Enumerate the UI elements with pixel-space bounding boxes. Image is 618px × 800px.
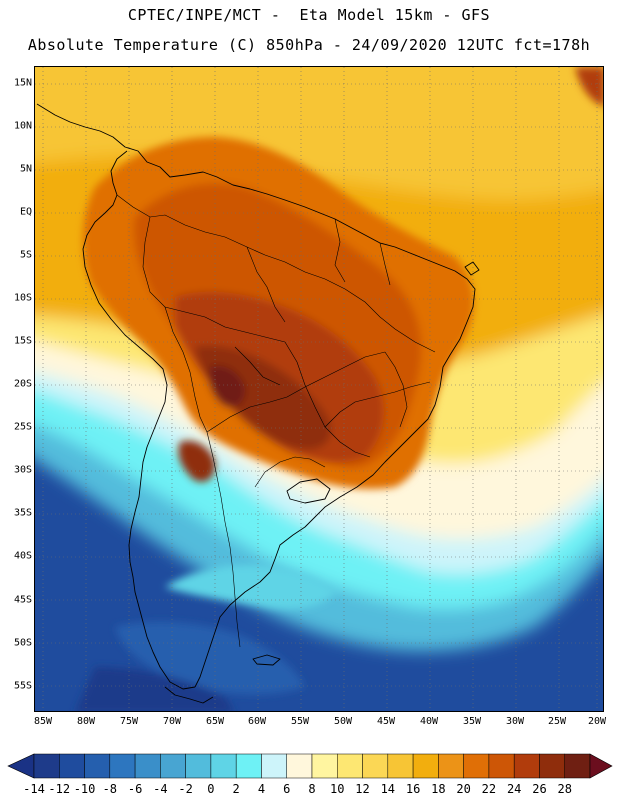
colorbar-label: 28 <box>557 782 572 796</box>
colorbar-cell <box>286 753 313 779</box>
colorbar-cell <box>337 753 363 779</box>
colorbar-label: -6 <box>127 782 143 796</box>
colorbar-low-arrow <box>7 753 35 779</box>
colorbar-label: 20 <box>456 782 471 796</box>
colorbar-cell <box>109 753 136 779</box>
lon-label: 85W <box>33 716 53 727</box>
colorbar-label: -12 <box>48 782 71 796</box>
colorbar-label: 16 <box>405 782 421 796</box>
colorbar-label: -4 <box>153 782 168 796</box>
lon-label: 40W <box>419 716 439 727</box>
colorbar-label: 2 <box>232 782 240 796</box>
colorbar-cell <box>84 753 111 779</box>
colorbar-label: 6 <box>283 782 291 796</box>
colorbar-label: 0 <box>207 782 215 796</box>
lon-label: 25W <box>547 716 567 727</box>
lon-label: 75W <box>119 716 139 727</box>
colorbar-cell <box>362 753 389 779</box>
lon-label: 30W <box>505 716 525 727</box>
colorbar-label: 10 <box>330 782 345 796</box>
title-line-2: Absolute Temperature (C) 850hPa - 24/09/… <box>27 36 591 54</box>
map-canvas <box>35 67 603 711</box>
colorbar-cell <box>160 753 186 779</box>
lat-label: 40S <box>13 550 32 562</box>
colorbar-cell <box>33 753 60 779</box>
colorbar-cell <box>513 753 540 779</box>
lat-label: 20S <box>13 378 32 390</box>
colorbar-cell <box>463 753 490 779</box>
colorbar-label: 18 <box>431 782 446 796</box>
lat-label: 25S <box>13 421 32 433</box>
colorbar-cell <box>539 753 565 779</box>
lat-label: 5N <box>19 163 32 175</box>
colorbar-cell <box>261 753 287 779</box>
temperature-field <box>35 67 603 711</box>
lat-label: 15S <box>13 335 32 347</box>
colorbar-label: 14 <box>380 782 396 796</box>
colorbar-cell <box>235 753 262 779</box>
color-scale-bar <box>7 753 613 779</box>
colorbar-cell <box>387 753 414 779</box>
colorbar-cell <box>59 753 85 779</box>
lat-label: 15N <box>13 77 32 89</box>
lat-label: 55S <box>13 680 32 692</box>
lat-label: 30S <box>13 464 32 476</box>
lon-label: 35W <box>462 716 482 727</box>
colorbar-cell <box>564 753 591 779</box>
colorbar-label: 24 <box>506 782 522 796</box>
colorbar-label: -10 <box>73 782 96 796</box>
colorbar-label: -2 <box>178 782 193 796</box>
colorbar-label: 4 <box>257 782 266 796</box>
colorbar-high-arrow <box>589 753 613 779</box>
lat-label: EQ <box>19 206 32 218</box>
lat-label: 50S <box>13 637 32 649</box>
lon-label: 55W <box>290 716 310 727</box>
colorbar-cell <box>134 753 161 779</box>
colorbar-cell <box>311 753 338 779</box>
lon-label: 20W <box>587 716 607 727</box>
colorbar-cell <box>210 753 237 779</box>
colorbar-cell <box>488 753 515 779</box>
lat-label: 45S <box>13 594 32 606</box>
lat-label: 5S <box>19 249 32 261</box>
colorbar-cell <box>412 753 439 779</box>
temperature-map <box>34 66 604 712</box>
colorbar-label: -14 <box>23 782 45 796</box>
colorbar-label: 12 <box>355 782 370 796</box>
lat-label: 10N <box>13 120 32 132</box>
coastline <box>36 103 480 704</box>
lat-label: 10S <box>13 292 32 304</box>
colorbar-label: 8 <box>308 782 316 796</box>
lon-label: 65W <box>205 716 225 727</box>
colorbar-label: 26 <box>532 782 547 796</box>
lon-label: 50W <box>333 716 353 727</box>
colorbar-label: -8 <box>102 782 118 796</box>
lon-label: 70W <box>162 716 182 727</box>
lon-label: 45W <box>376 716 396 727</box>
colorbar-label: 22 <box>481 782 497 796</box>
colorbar-cell <box>185 753 212 779</box>
country-borders <box>116 194 436 648</box>
title-line-1: CPTEC/INPE/MCT - Eta Model 15km - GFS <box>127 6 491 24</box>
lon-label: 80W <box>76 716 96 727</box>
lat-label: 35S <box>13 507 32 519</box>
colorbar-cell <box>438 753 464 779</box>
lon-label: 60W <box>247 716 267 727</box>
